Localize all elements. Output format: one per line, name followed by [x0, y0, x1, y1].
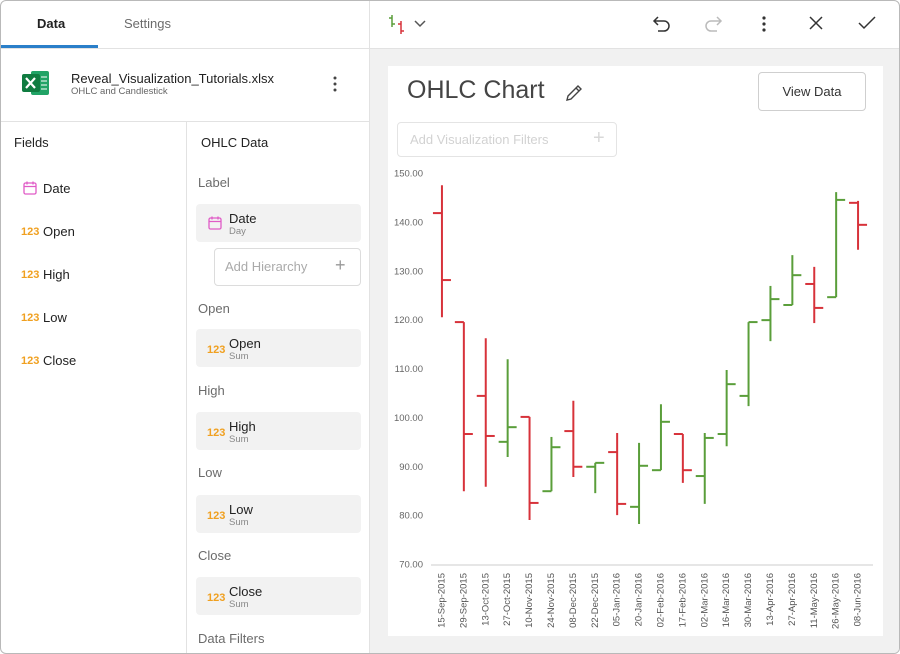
x-tick-label: 15-Sep-2015: [436, 573, 447, 628]
tab[interactable]: Settings: [124, 16, 171, 31]
y-tick-label: 110.00: [395, 364, 423, 375]
chart: 70.00 80.00 90.00 100.00 110.00 120.00 130.00 1…: [394, 169, 873, 629]
plus-icon: +: [335, 255, 346, 275]
x-tick-label: 17-Feb-2016: [677, 573, 688, 627]
slot-label: Date: [229, 211, 257, 226]
fields-title: Fields: [14, 135, 49, 150]
x-tick-label: 08-Dec-2015: [568, 573, 579, 628]
x-tick-label: 10-Nov-2015: [524, 573, 535, 628]
chart-type-picker[interactable]: [388, 13, 434, 35]
slot-sub: Day: [229, 226, 246, 237]
add-hierarchy-label: Add Hierarchy: [225, 259, 308, 274]
x-tick-label: 13-Oct-2015: [480, 573, 491, 626]
calendar-icon: [208, 216, 222, 230]
field-badge: 123: [21, 355, 40, 367]
slot-sub: Sum: [229, 351, 249, 362]
close-button[interactable]: [808, 15, 824, 31]
x-tick-label: 29-Sep-2015: [458, 573, 469, 628]
divider: [1, 48, 369, 49]
y-tick-label: 150.00: [394, 169, 423, 180]
y-tick-label: 80.00: [399, 511, 423, 522]
toolbar: [370, 1, 899, 49]
field[interactable]: High: [43, 267, 70, 282]
y-tick-label: 140.00: [394, 217, 423, 228]
field-badge: 123: [207, 427, 226, 439]
filters-placeholder: Add Visualization Filters: [410, 132, 549, 147]
field-badge: 123: [21, 226, 40, 238]
x-tick-label: 27-Oct-2015: [502, 573, 513, 626]
view-data-button[interactable]: [758, 72, 866, 111]
slot-label: Open: [229, 336, 261, 351]
slot-label: Close: [229, 584, 263, 599]
view-data-label: View Data: [782, 84, 842, 99]
x-tick-label: 02-Feb-2016: [655, 573, 666, 627]
confirm-button[interactable]: [857, 15, 877, 31]
field-slot[interactable]: [196, 495, 361, 533]
excel-icon: [22, 71, 49, 95]
redo-button[interactable]: [703, 14, 723, 34]
field-slot[interactable]: [196, 412, 361, 450]
tab[interactable]: Data: [37, 16, 66, 31]
x-tick-label: 27-Apr-2016: [787, 573, 798, 626]
sheet-name: OHLC and Candlestick: [71, 86, 168, 97]
divider: [1, 121, 369, 122]
section-title: Open: [198, 301, 230, 316]
field-badge: 123: [21, 269, 40, 281]
x-tick-label: 02-Mar-2016: [699, 573, 710, 627]
slot-sub: Sum: [229, 599, 249, 610]
field-slot[interactable]: [196, 577, 361, 615]
x-tick-label: 24-Nov-2015: [546, 573, 557, 628]
more-button[interactable]: [331, 75, 339, 93]
left-panel: Data Settings Reveal_Visualization_Tutor…: [1, 1, 370, 653]
x-tick-label: 05-Jan-2016: [612, 573, 623, 626]
slot-sub: Sum: [229, 434, 249, 445]
panel-title: OHLC Data: [201, 135, 269, 150]
y-tick-label: 100.00: [394, 413, 423, 424]
edit-title-button[interactable]: [564, 83, 584, 103]
divider: [186, 121, 187, 653]
x-tick-label: 16-Mar-2016: [721, 573, 732, 627]
field-badge: 123: [207, 344, 226, 356]
section-title: Label: [198, 175, 230, 190]
y-tick-label: 120.00: [394, 315, 423, 326]
x-tick-label: 26-May-2016: [831, 573, 842, 629]
plus-icon: +: [593, 127, 605, 149]
slot-label: Low: [229, 502, 253, 517]
x-tick-label: 11-May-2016: [809, 573, 820, 628]
x-tick-label: 08-Jun-2016: [853, 573, 864, 626]
undo-button[interactable]: [652, 14, 672, 34]
y-tick-label: 70.00: [399, 560, 423, 571]
section-title: High: [198, 383, 225, 398]
add-hierarchy[interactable]: [214, 248, 361, 286]
chart-card: [388, 66, 883, 636]
x-tick-label: 22-Dec-2015: [590, 573, 601, 628]
x-tick-label: 13-Apr-2016: [765, 573, 776, 626]
slot-label: High: [229, 419, 256, 434]
field-slot[interactable]: [196, 204, 361, 242]
section-title: Low: [198, 465, 222, 480]
field-slot[interactable]: [196, 329, 361, 367]
field[interactable]: Low: [43, 310, 67, 325]
calendar-icon: [23, 181, 37, 195]
filters-box[interactable]: [397, 122, 617, 157]
field-badge: 123: [207, 592, 226, 604]
field-badge: 123: [21, 312, 40, 324]
field[interactable]: Close: [43, 353, 77, 368]
section-title: Data Filters: [198, 631, 265, 646]
chart-title: OHLC Chart: [407, 76, 545, 104]
field[interactable]: Open: [43, 224, 75, 239]
x-tick-label: 20-Jan-2016: [634, 573, 645, 626]
file-name: Reveal_Visualization_Tutorials.xlsx: [71, 71, 275, 86]
field[interactable]: Date: [43, 181, 71, 196]
more-button[interactable]: [760, 14, 768, 34]
tab-indicator: [1, 45, 98, 48]
field-badge: 123: [207, 510, 226, 522]
x-tick-label: 30-Mar-2016: [743, 573, 754, 627]
y-tick-label: 90.00: [399, 462, 423, 473]
slot-sub: Sum: [229, 517, 249, 528]
y-tick-label: 130.00: [394, 266, 423, 277]
section-title: Close: [198, 548, 232, 563]
